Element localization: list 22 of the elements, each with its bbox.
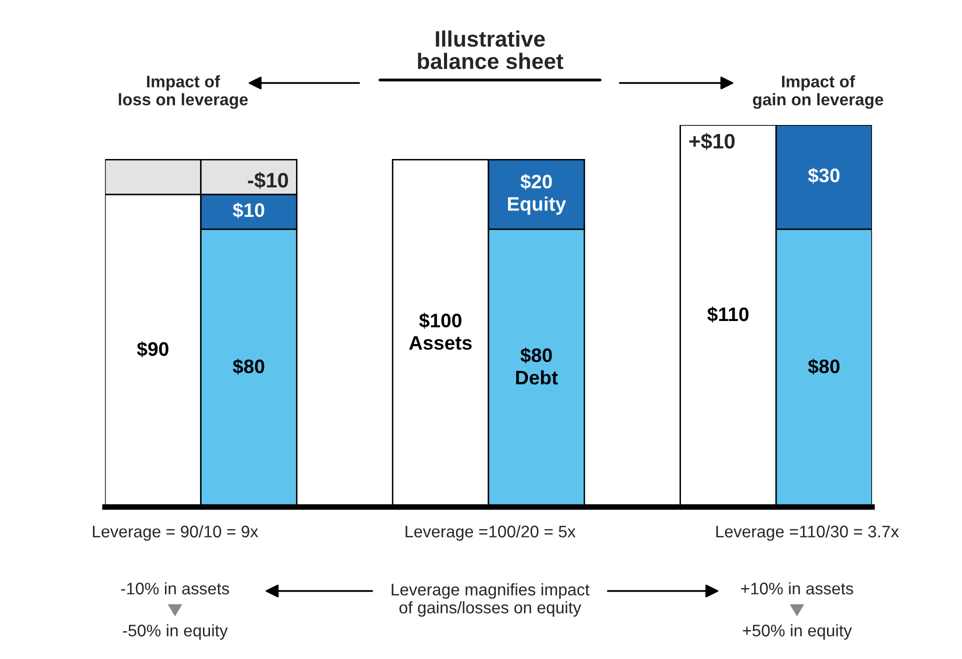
chart-title: Illustrative balance sheet [418,30,564,70]
text: +10% in assets [741,582,854,594]
text: Leverage = 90/10 = 9x [92,525,258,541]
data-label: $100 Assets [409,312,472,350]
text: Leverage =110/30 = 3.7x [716,525,899,541]
data-label: $80 [808,358,840,375]
data-label: $10 [232,202,264,218]
data-label: $90 [136,341,168,358]
data-label: $80 Debt [516,348,558,384]
text: -10% in assets [121,582,230,594]
annotation: -$10 [248,172,288,189]
text: Leverage magnifies impact of gains/losses on equity [392,583,590,617]
data-label: $20 Equity [508,174,566,215]
text: -50% in equity [122,624,228,640]
data-label: $30 [808,168,840,184]
text: Impact of gain on leverage [752,75,884,109]
annotation: +$10 [689,132,735,150]
data-label: $80 [232,358,264,375]
text: Leverage =100/20 = 5x [406,525,576,541]
text: Impact of loss on leverage [118,75,248,109]
data-label: $110 [707,306,748,322]
text: +50% in equity [742,624,852,640]
